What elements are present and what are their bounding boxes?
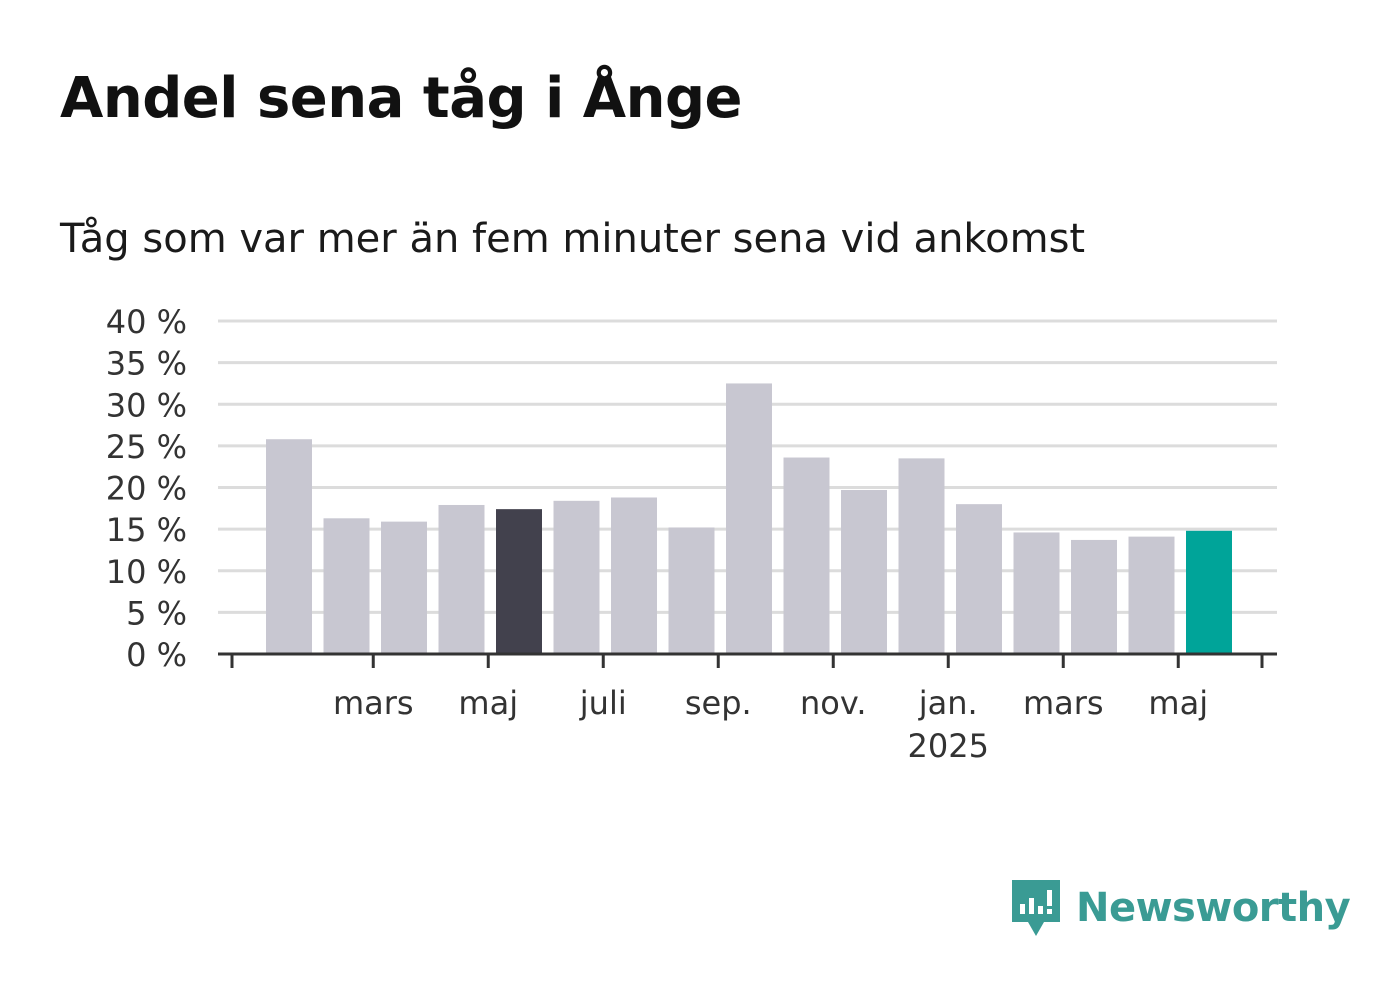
bar [323, 518, 370, 654]
newsworthy-logo-icon [1012, 880, 1060, 936]
bar [1128, 536, 1175, 654]
x-tick-label: nov. [800, 684, 866, 722]
bar [1186, 530, 1232, 654]
y-tick-label: 15 % [106, 511, 187, 549]
brand-logo: Newsworthy [1010, 878, 1351, 938]
y-tick-label: 10 % [106, 553, 187, 591]
bar [1013, 532, 1060, 654]
bar [668, 527, 715, 654]
bar [956, 504, 1002, 654]
chart-subtitle: Tåg som var mer än fem minuter sena vid … [60, 216, 1086, 262]
y-tick-label: 40 % [106, 303, 187, 341]
bar [841, 489, 887, 654]
chart-title: Andel sena tåg i Ånge [60, 66, 743, 131]
x-tick-sublabel: 2025 [908, 727, 989, 765]
brand-name: Newsworthy [1076, 885, 1351, 931]
y-tick-label: 20 % [106, 470, 187, 508]
y-tick-label: 30 % [106, 386, 187, 424]
x-tick-label: sep. [685, 684, 752, 722]
bar [726, 383, 772, 654]
x-tick-label: mars [333, 684, 414, 722]
bar [783, 457, 830, 654]
bar [611, 497, 657, 654]
bar [438, 504, 485, 654]
y-tick-label: 35 % [106, 345, 187, 383]
x-tick-label: juli [579, 684, 627, 722]
bar [1071, 539, 1117, 654]
bar [553, 500, 600, 654]
x-tick-label: maj [1148, 684, 1208, 722]
x-tick-label: maj [458, 684, 518, 722]
y-tick-label: 5 % [126, 594, 187, 632]
x-tick-label: mars [1023, 684, 1104, 722]
bar [496, 509, 542, 654]
y-tick-label: 0 % [126, 636, 187, 674]
bar [898, 458, 945, 654]
y-tick-label: 25 % [106, 428, 187, 466]
bar [381, 521, 427, 654]
bar [266, 439, 312, 654]
x-tick-label: jan. [918, 684, 978, 722]
